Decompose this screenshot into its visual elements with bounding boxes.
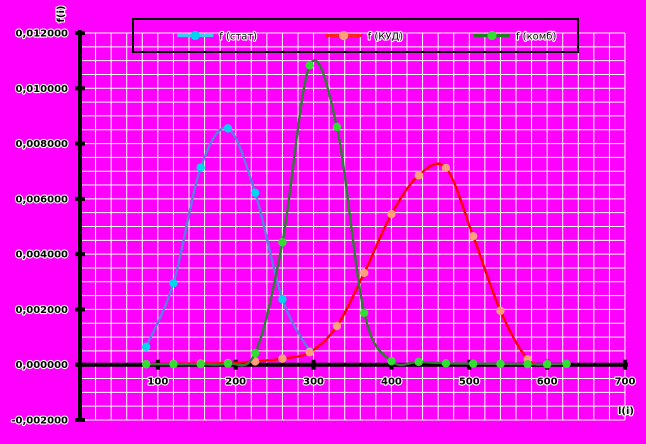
data-point-marker <box>305 61 314 70</box>
x-axis-tick-label: 200 <box>225 377 246 388</box>
data-point-marker <box>223 124 233 133</box>
data-point-marker <box>141 359 151 369</box>
y-axis-tick-label: 0,000000 <box>15 360 68 371</box>
y-axis-tick-label: 0,002000 <box>15 305 68 316</box>
grid-lines <box>79 32 626 421</box>
data-point-marker <box>359 268 369 278</box>
data-point-marker <box>169 359 178 369</box>
x-axis-tick-label: 300 <box>303 377 324 388</box>
legend-marker-swatch <box>339 30 349 41</box>
data-point-marker <box>387 356 396 366</box>
chart-legend: f (стат) f (КУД) f (комб) <box>132 18 579 53</box>
x-axis-tick-label: 400 <box>381 377 402 388</box>
data-point-marker <box>496 306 505 316</box>
y-axis-tick-label: -0,002000 <box>11 416 68 427</box>
data-point-marker <box>332 122 342 132</box>
legend-item-label: f (КУД) <box>368 32 404 43</box>
series-3 <box>141 59 571 369</box>
legend-marker-swatch <box>487 30 497 41</box>
legend-item-label: f (комб) <box>516 32 556 43</box>
x-axis-title: l(i) <box>617 405 635 418</box>
series-1 <box>141 124 314 356</box>
data-point-marker <box>305 348 314 357</box>
data-point-marker <box>141 342 151 351</box>
data-point-marker <box>278 238 287 247</box>
data-point-marker <box>562 359 571 369</box>
data-point-marker <box>278 295 287 304</box>
data-point-marker <box>250 188 260 197</box>
data-point-marker <box>523 359 532 369</box>
legend-marker-swatch <box>190 30 200 41</box>
x-axis-tick-label: 700 <box>615 377 636 388</box>
x-axis-tick-labels: 100 200 300 400 500 600 700 <box>146 376 636 389</box>
x-axis-tick-label: 500 <box>459 377 480 388</box>
data-point-marker <box>387 209 396 219</box>
legend-item-1[interactable]: f (стат) <box>177 30 258 44</box>
x-axis-tick-label: 600 <box>537 377 558 388</box>
data-series <box>141 59 571 369</box>
legend-item-3[interactable]: f (комб) <box>473 30 558 44</box>
y-axis-tick-label: 0,012000 <box>15 29 68 40</box>
data-point-marker <box>468 231 478 241</box>
y-axis-tick-labels: -0,002000 0,000000 0,002000 0,004000 0,00600… <box>10 27 69 427</box>
data-point-marker <box>278 354 287 363</box>
data-point-marker <box>441 163 451 173</box>
y-axis-tick-label: 0,008000 <box>15 139 68 150</box>
data-point-marker <box>196 359 205 369</box>
data-point-marker <box>332 321 342 331</box>
data-point-marker <box>414 171 423 180</box>
data-point-marker <box>542 359 552 369</box>
data-point-marker <box>441 359 451 368</box>
data-point-marker <box>414 357 423 367</box>
data-point-marker <box>169 278 178 288</box>
y-axis-tick-label: 0,010000 <box>15 84 68 95</box>
data-point-marker <box>196 163 205 172</box>
legend-item-label: f (стат) <box>219 32 257 43</box>
y-axis-tick-label: 0,004000 <box>15 250 68 261</box>
y-axis-title-text: f(i) <box>56 6 67 23</box>
y-axis-title: f(i) <box>55 4 68 23</box>
x-axis-tick-label: 100 <box>147 377 168 388</box>
data-point-marker <box>250 348 260 358</box>
data-point-marker <box>468 359 478 368</box>
data-point-marker <box>496 359 505 369</box>
y-axis-tick-label: 0,006000 <box>15 194 68 205</box>
legend-box <box>132 18 579 53</box>
legend-item-2[interactable]: f (КУД) <box>325 30 404 44</box>
data-point-marker <box>359 308 369 317</box>
x-axis-title-text: l(i) <box>618 406 634 417</box>
data-point-marker <box>223 359 233 368</box>
